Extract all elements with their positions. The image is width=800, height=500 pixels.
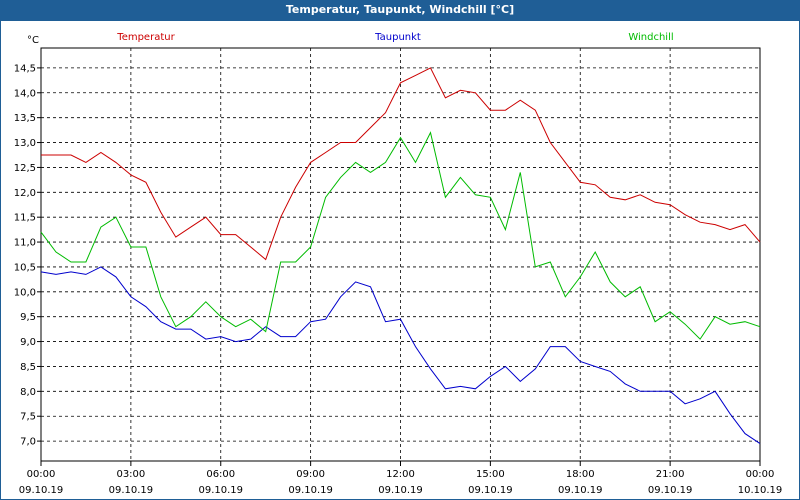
x-tick-date-label: 09.10.19 (648, 485, 693, 496)
x-tick-time-label: 15:00 (476, 469, 505, 480)
series-line-taupunkt (40, 266, 761, 445)
x-tick-time-label: 12:00 (386, 469, 415, 480)
y-tick-label: 9,0 (20, 337, 36, 348)
chart-frame: 7,0 7,5 8,0 8,5 9,0 9,5 10,0 10,5 11,0 11,5 12,0 12… (0, 20, 800, 500)
x-tick-date-label: 09.10.19 (468, 485, 513, 496)
y-tick-label: 12,5 (14, 163, 36, 174)
x-tick-date-label: 10.10.19 (738, 485, 783, 496)
legend-windchill: Windchill (628, 32, 673, 43)
y-tick-label: 14,5 (14, 63, 36, 74)
y-tick-label: 7,0 (20, 437, 36, 448)
y-tick-label: 9,5 (20, 312, 36, 323)
series-line-windchill (40, 131, 761, 340)
y-tick-label: 10,5 (14, 262, 36, 273)
x-tick-time-label: 06:00 (206, 469, 235, 480)
legend-taupunkt: Taupunkt (374, 32, 421, 43)
x-tick-date-label: 09.10.19 (378, 485, 423, 496)
x-tick-time-label: 21:00 (656, 469, 685, 480)
y-tick-label: 8,5 (20, 362, 36, 373)
x-tick-time-label: 00:00 (746, 469, 775, 480)
y-tick-label: 10,0 (14, 287, 36, 298)
line-chart: 7,0 7,5 8,0 8,5 9,0 9,5 10,0 10,5 11,0 11,5 12,0 12… (14, 32, 783, 496)
legend-temperatur: Temperatur (116, 32, 175, 43)
y-tick-label: 7,5 (20, 412, 36, 423)
y-tick-label: 8,0 (20, 387, 36, 398)
y-tick-label: 13,0 (14, 138, 36, 149)
x-tick-date-label: 09.10.19 (19, 485, 64, 496)
x-tick-date-label: 09.10.19 (558, 485, 603, 496)
y-tick-label: 12,0 (14, 188, 36, 199)
x-tick-time-label: 09:00 (296, 469, 325, 480)
x-tick-time-label: 03:00 (116, 469, 145, 480)
chart-title-bar: Temperatur, Taupunkt, Windchill [°C] (0, 0, 800, 20)
x-tick-time-label: 00:00 (27, 469, 56, 480)
y-axis-unit-label: °C (27, 35, 39, 46)
y-tick-label: 13,5 (14, 113, 36, 124)
x-tick-date-label: 09.10.19 (198, 485, 243, 496)
y-tick-label: 11,0 (14, 238, 36, 249)
y-tick-label: 14,0 (14, 88, 36, 99)
x-tick-date-label: 09.10.19 (288, 485, 333, 496)
x-tick-time-label: 18:00 (566, 469, 595, 480)
series-line-temperatur (41, 67, 761, 261)
x-tick-date-label: 09.10.19 (109, 485, 154, 496)
y-tick-label: 11,5 (14, 213, 36, 224)
chart-title: Temperatur, Taupunkt, Windchill [°C] (285, 3, 515, 16)
